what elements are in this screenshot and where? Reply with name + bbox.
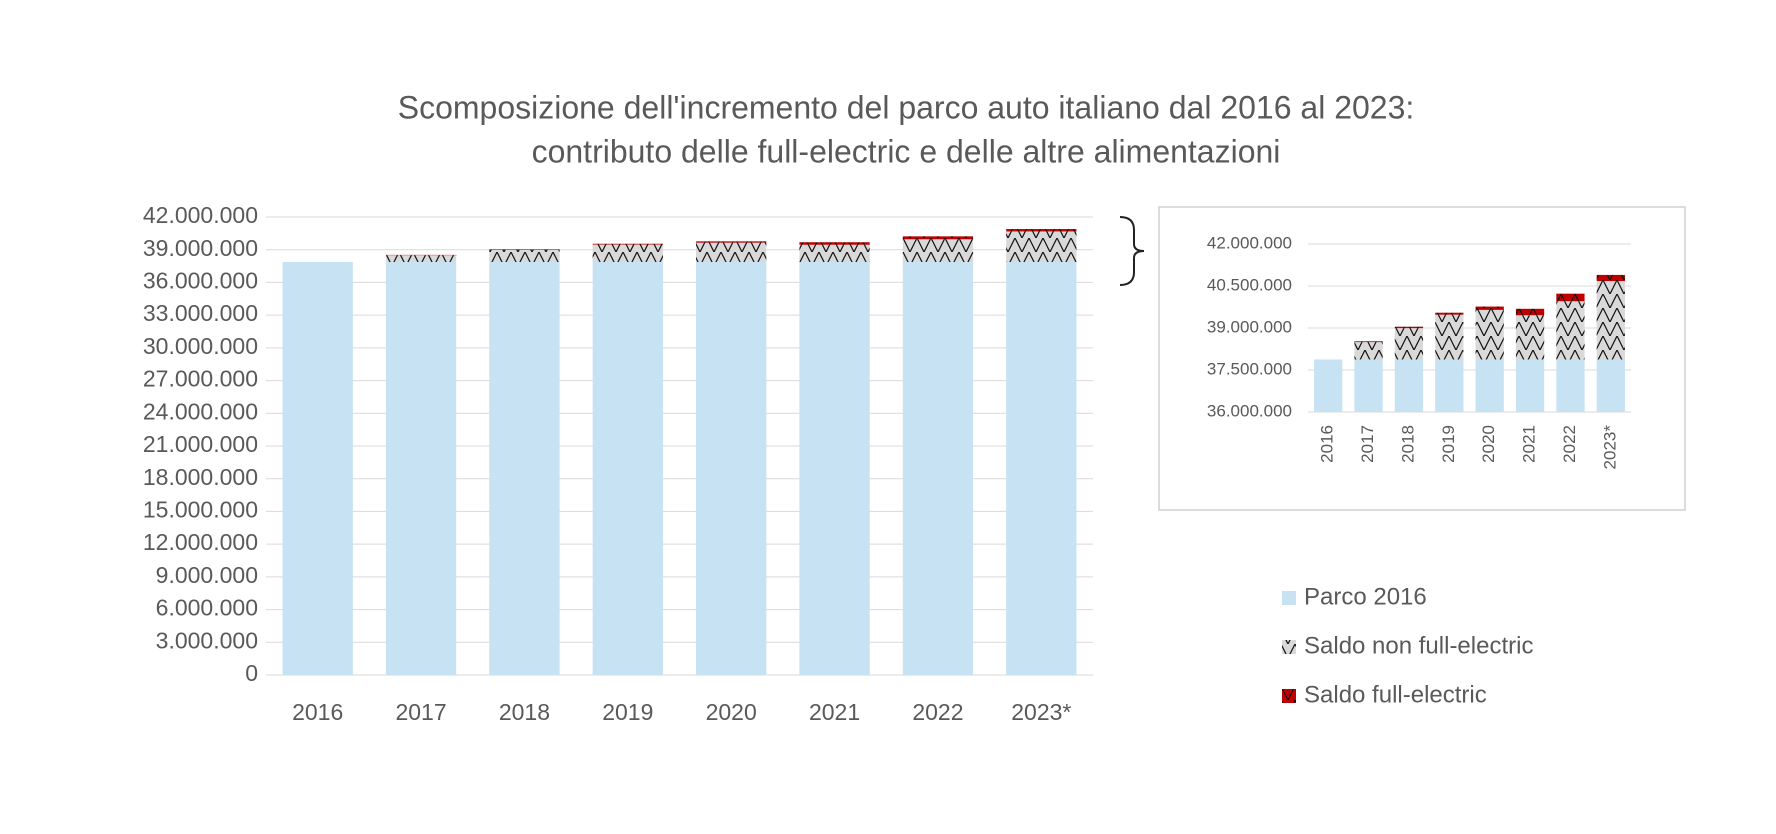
bar-segment [1556,359,1585,412]
bar-segment [1515,359,1545,412]
bar-segment [489,261,560,675]
y-tick-label: 33.000.000 [143,300,258,326]
x-tick-label: 2016 [292,699,343,725]
bar-segment [1354,359,1383,412]
y-tick-label: 18.000.000 [143,464,258,490]
y-tick-label: 9.000.000 [156,562,258,588]
y-tick-label: 40.500.000 [1207,275,1292,294]
chart-title: contributo delle full-electric e delle a… [532,133,1281,169]
bar-segment [1596,281,1625,360]
legend-label: Saldo non full-electric [1304,632,1533,659]
bar-segment [1354,342,1383,360]
x-tick-label: 2017 [1358,425,1377,463]
bar-segment [1596,274,1625,282]
x-tick-label: 2018 [1398,425,1417,463]
bar-segment [1394,359,1424,412]
x-tick-label: 2019 [602,699,653,725]
legend-swatch [1282,689,1296,703]
x-tick-label: 2020 [706,699,757,725]
bar-segment [1435,359,1464,412]
bar-segment [1596,359,1625,412]
bar-segment [385,255,457,262]
bar-segment [489,249,560,250]
legend-swatch [1282,591,1296,605]
x-tick-label: 2020 [1479,425,1498,463]
bar-segment [592,261,663,675]
bar-segment [902,261,974,675]
y-tick-label: 42.000.000 [143,202,258,228]
y-tick-label: 15.000.000 [143,497,258,523]
y-tick-label: 24.000.000 [143,398,258,424]
bar-segment [1475,359,1504,412]
y-tick-label: 3.000.000 [156,627,258,653]
y-tick-label: 36.000.000 [143,268,258,294]
y-tick-label: 12.000.000 [143,529,258,555]
y-tick-label: 6.000.000 [156,595,258,621]
y-tick-label: 36.000.000 [1207,401,1292,420]
x-tick-label: 2023* [1600,425,1619,470]
bar-segment [696,242,767,262]
bar-segment [592,244,663,262]
x-tick-label: 2022 [912,699,963,725]
x-tick-label: 2017 [395,699,446,725]
y-tick-label: 39.000.000 [1207,317,1292,336]
zoom-bracket [1119,216,1145,286]
chart-title: Scomposizione dell'incremento del parco … [398,89,1415,125]
bar-segment [1006,229,1077,232]
bar-segment [696,261,767,675]
x-tick-label: 2016 [1318,425,1337,463]
bar-segment [1394,326,1424,329]
bar-segment [385,261,457,675]
y-tick-label: 21.000.000 [143,431,258,457]
x-tick-label: 2021 [809,699,860,725]
x-tick-label: 2023* [1011,699,1071,725]
bar-segment [799,244,870,262]
y-tick-label: 37.500.000 [1207,359,1292,378]
bar-segment [1475,309,1504,360]
bar-segment [592,243,663,245]
bar-segment [1556,301,1585,360]
legend-label: Saldo full-electric [1304,681,1487,708]
bar-segment [1435,312,1464,315]
bar-segment [902,239,974,262]
bar-segment [696,241,767,243]
bar-segment [902,236,974,240]
x-tick-label: 2022 [1560,425,1579,463]
bar-segment [799,261,870,675]
bar-segment [1314,359,1343,412]
y-tick-label: 39.000.000 [143,235,258,261]
y-tick-label: 42.000.000 [1207,233,1292,252]
y-tick-label: 30.000.000 [143,333,258,359]
bar-segment [1475,306,1504,310]
x-tick-label: 2019 [1439,425,1458,463]
bar-segment [282,261,353,675]
y-tick-label: 0 [245,660,258,686]
y-tick-label: 27.000.000 [143,366,258,392]
bar-segment [1515,315,1545,360]
bar-segment [1006,261,1077,675]
bar-segment [1556,293,1585,302]
x-tick-label: 2021 [1520,425,1539,463]
bar-segment [799,242,870,245]
legend-swatch [1282,640,1296,654]
x-tick-label: 2018 [499,699,550,725]
bar-segment [1435,314,1464,360]
bar-segment [1006,231,1077,262]
bar-segment [1515,308,1545,316]
legend-label: Parco 2016 [1304,583,1427,610]
bar-segment [1354,341,1383,343]
bar-segment [489,249,560,262]
bar-segment [1394,328,1424,360]
